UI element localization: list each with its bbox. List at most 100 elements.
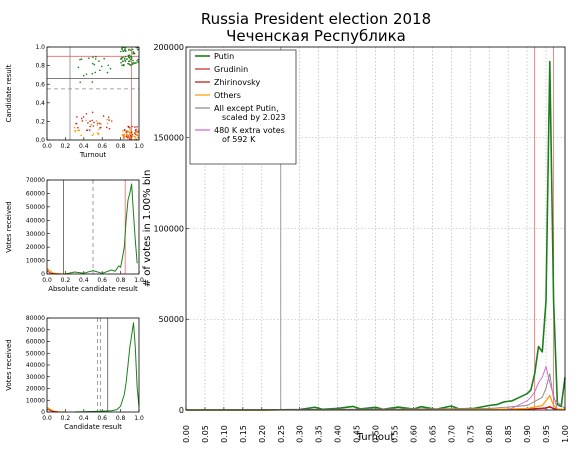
putin-point <box>128 57 131 59</box>
others-point <box>74 130 76 133</box>
x-tick-label: 0.90 <box>523 425 532 443</box>
putin-point <box>133 52 136 55</box>
others-point <box>92 133 95 135</box>
y-tick-label: 50000 <box>159 315 184 324</box>
legend: Putin Grudinin Zhirinovsky Others All except… <box>189 49 297 165</box>
x-axis-label: Turnout <box>79 151 107 159</box>
others-point <box>90 123 93 126</box>
y-tick-label: 80000 <box>26 315 45 322</box>
grudinin-point <box>93 121 95 124</box>
legend-label: Grudinin <box>214 65 248 74</box>
grudinin-point <box>75 122 77 125</box>
x-tick-label: 1.0 <box>134 415 144 422</box>
others-point <box>129 133 131 135</box>
others-point <box>98 128 100 131</box>
putin-point <box>122 50 124 52</box>
putin-point <box>132 51 135 54</box>
others-point <box>110 120 113 123</box>
x-tick-label: 0.30 <box>296 425 305 443</box>
grudinin-point <box>123 129 126 131</box>
x-tick-label: 0.45 <box>353 425 362 443</box>
chart-title: Russia President election 2018 <box>201 10 431 28</box>
others-point <box>122 133 124 136</box>
x-tick-label: 0.8 <box>116 415 126 422</box>
x-tick-label: 0.70 <box>447 425 456 443</box>
series-line <box>65 183 138 275</box>
x-tick-label: 0.6 <box>97 415 107 422</box>
y-tick-label: 70000 <box>26 177 45 184</box>
grudinin-point <box>99 122 101 125</box>
x-tick-label: 0.10 <box>220 425 229 443</box>
x-tick-label: 0.20 <box>258 425 267 443</box>
y-tick-label: 60000 <box>26 191 45 198</box>
putin-point <box>92 56 94 58</box>
grudinin-point <box>89 125 91 128</box>
x-tick-label: 0.60 <box>409 425 418 443</box>
others-point <box>137 136 139 139</box>
y-tick-label: 100000 <box>153 224 184 233</box>
others-point <box>77 129 79 132</box>
y-tick-label: 10000 <box>26 258 45 265</box>
putin-point <box>136 48 139 51</box>
putin-point <box>80 58 83 60</box>
y-tick-label: 70000 <box>26 327 45 334</box>
putin-point <box>134 62 136 64</box>
putin-point <box>129 49 132 51</box>
x-axis-label: Absolute candidate result <box>48 285 138 293</box>
grudinin-point <box>100 126 102 129</box>
x-tick-label: 1.0 <box>134 143 144 150</box>
chart-subtitle: Чеченская Республика <box>226 27 406 45</box>
y-axis-label: Candidate result <box>5 64 13 122</box>
others-point <box>106 118 108 121</box>
grudinin-point <box>87 122 89 124</box>
putin-point <box>128 60 131 62</box>
grudinin-point <box>77 126 79 129</box>
others-point <box>78 129 81 131</box>
putin-point <box>77 66 80 69</box>
y-tick-label: 0 <box>41 271 45 278</box>
putin-point <box>122 60 124 63</box>
x-tick-label: 1.0 <box>134 277 144 284</box>
legend-label: Zhirinovsky <box>214 78 261 87</box>
y-tick-label: 0.0 <box>35 137 45 144</box>
putin-point <box>103 57 105 60</box>
putin-point <box>129 58 132 61</box>
others-point <box>134 131 137 134</box>
y-tick-label: 1.0 <box>35 44 45 51</box>
others-point <box>96 124 99 126</box>
others-point <box>134 138 136 140</box>
others-point <box>91 134 94 137</box>
putin-point <box>95 55 97 58</box>
x-tick-label: 0.4 <box>79 277 89 284</box>
y-tick-label: 0.4 <box>35 100 45 107</box>
putin-point <box>106 71 109 74</box>
grudinin-point <box>136 126 138 128</box>
others-point <box>97 133 100 136</box>
x-tick-label: 0.00 <box>182 425 191 443</box>
y-tick-label: 0.2 <box>35 119 45 126</box>
legend-label: of 592 K <box>222 135 256 144</box>
putin-point <box>88 57 90 59</box>
y-tick-label: 40000 <box>26 362 45 369</box>
grudinin-point <box>82 116 85 118</box>
grudinin-point <box>91 111 94 114</box>
others-point <box>136 134 138 137</box>
putin-point <box>91 72 94 75</box>
grudinin-point <box>131 125 133 128</box>
series-line <box>185 373 566 411</box>
x-tick-label: 0.80 <box>485 425 494 443</box>
y-tick-label: 200000 <box>153 43 184 52</box>
putin-point <box>109 67 112 70</box>
x-tick-label: 0.05 <box>201 425 210 443</box>
x-tick-label: 0.50 <box>372 425 381 443</box>
grudinin-point <box>107 116 110 119</box>
putin-point <box>93 63 96 66</box>
others-point <box>73 126 76 129</box>
putin-point <box>123 57 126 60</box>
putin-point <box>120 61 122 64</box>
y-tick-label: 30000 <box>26 374 45 381</box>
putin-point <box>82 74 85 77</box>
y-tick-label: 150000 <box>153 134 184 143</box>
legend-label: scaled by 2.023 <box>222 113 286 122</box>
grudinin-point <box>81 120 84 122</box>
